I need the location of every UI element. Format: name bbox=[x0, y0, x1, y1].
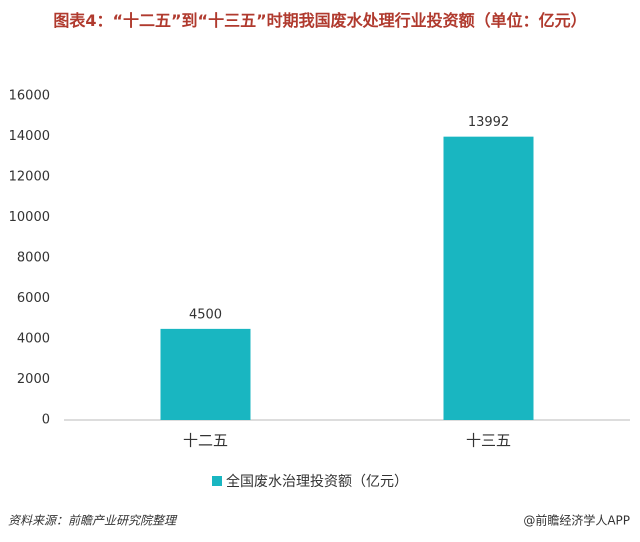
y-tick-label: 16000 bbox=[9, 89, 50, 104]
y-tick-label: 10000 bbox=[9, 210, 50, 225]
legend-label: 全国废水治理投资额（亿元） bbox=[226, 473, 408, 490]
legend-swatch bbox=[212, 476, 222, 486]
y-tick-label: 8000 bbox=[17, 251, 50, 266]
y-tick-label: 14000 bbox=[9, 129, 50, 144]
credit: @前瞻经济学人APP bbox=[523, 513, 630, 528]
bar bbox=[160, 328, 251, 420]
y-tick-label: 6000 bbox=[17, 291, 50, 306]
x-tick-label: 十三五 bbox=[466, 432, 511, 450]
y-tick-label: 2000 bbox=[17, 372, 50, 387]
value-label: 4500 bbox=[189, 307, 222, 322]
y-tick-label: 0 bbox=[42, 413, 50, 428]
y-tick-label: 4000 bbox=[17, 332, 50, 347]
source-note: 资料来源：前瞻产业研究院整理 bbox=[8, 514, 178, 528]
y-tick-label: 12000 bbox=[9, 170, 50, 185]
bar bbox=[443, 136, 534, 421]
x-tick-label: 十二五 bbox=[183, 432, 228, 450]
chart-title: 图表4：“十二五”到“十三五”时期我国废水处理行业投资额（单位：亿元） bbox=[53, 11, 587, 30]
value-label: 13992 bbox=[468, 115, 509, 130]
